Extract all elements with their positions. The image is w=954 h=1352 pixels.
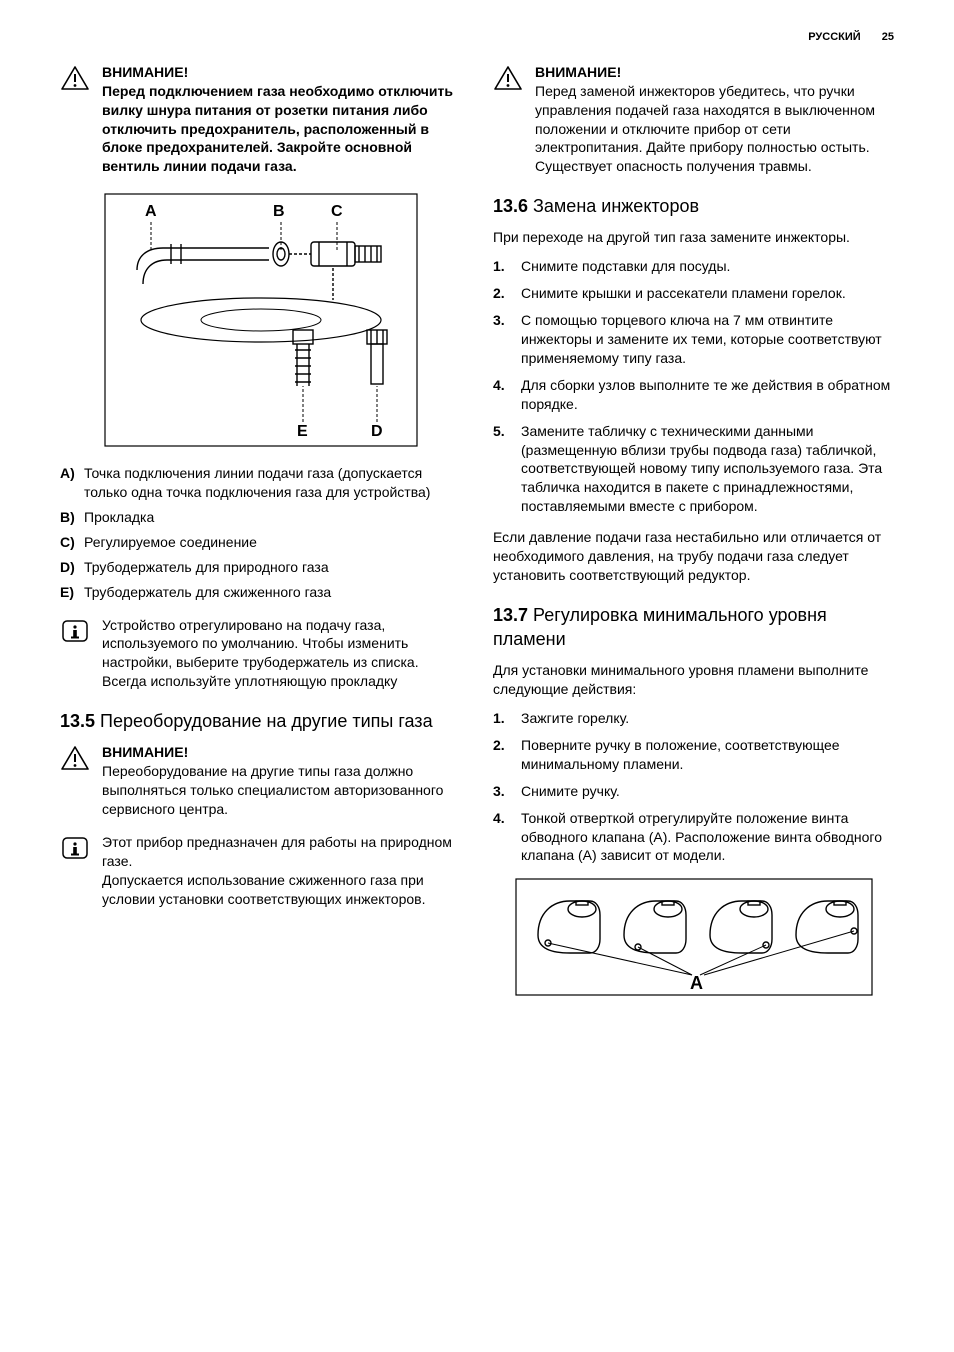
step-item: 3.С помощью торцевого ключа на 7 мм отви… [493,311,894,368]
diagram-label-C: C [331,203,343,220]
step-number: 4. [493,376,521,414]
legend-item: B)Прокладка [60,508,461,527]
legend-item: A)Точка подключения линии подачи газа (д… [60,464,461,502]
step-number: 3. [493,311,521,368]
warning-text: Перед заменой инжекторов убедитесь, что … [535,82,894,176]
paragraph: Если давление подачи газа нестабильно ил… [493,528,894,585]
warning-body: ВНИМАНИЕ! Перед подключением газа необхо… [102,63,461,176]
section-number: 13.5 [60,711,95,731]
step-item: 2.Поверните ручку в положение, соответст… [493,736,894,774]
warning-triangle-icon [60,65,90,96]
legend-label: C) [60,533,84,552]
step-text: Зажгите горелку. [521,709,629,728]
warning-triangle-icon [60,745,90,776]
step-number: 2. [493,284,521,303]
info-text: Этот прибор предназначен для работы на п… [102,833,461,909]
bypass-label-A: A [690,973,703,993]
step-text: Снимите ручку. [521,782,620,801]
step-item: 1.Снимите подставки для посуды. [493,257,894,276]
step-item: 4.Для сборки узлов выполните те же дейст… [493,376,894,414]
section-number: 13.6 [493,196,528,216]
warning-title: ВНИМАНИЕ! [535,63,894,82]
two-column-layout: ВНИМАНИЕ! Перед подключением газа необхо… [60,63,894,998]
step-item: 4.Тонкой отверткой отрегулируйте положен… [493,809,894,866]
step-text: Тонкой отверткой отрегулируйте положение… [521,809,894,866]
left-column: ВНИМАНИЕ! Перед подключением газа необхо… [60,63,461,998]
steps-13-6: 1.Снимите подставки для посуды. 2.Снимит… [493,257,894,516]
step-text: Для сборки узлов выполните те же действи… [521,376,894,414]
legend-label: E) [60,583,84,602]
warning-conversion-specialist: ВНИМАНИЕ! Переоборудование на другие тип… [60,743,461,819]
warning-text: Перед подключением газа необходимо отклю… [102,82,461,176]
step-number: 2. [493,736,521,774]
step-text: Замените табличку с техническими данными… [521,422,894,516]
step-text: Снимите крышки и рассекатели пламени гор… [521,284,846,303]
step-item: 1.Зажгите горелку. [493,709,894,728]
right-column: ВНИМАНИЕ! Перед заменой инжекторов убеди… [493,63,894,998]
legend-item: D)Трубодержатель для природного газа [60,558,461,577]
section-13-7-heading: 13.7 Регулировка минимального уровня пла… [493,603,894,652]
diagram-label-D: D [371,423,383,440]
warning-disconnect-power: ВНИМАНИЕ! Перед подключением газа необхо… [60,63,461,176]
legend-label: B) [60,508,84,527]
warning-title: ВНИМАНИЕ! [102,743,461,762]
warning-body: ВНИМАНИЕ! Перед заменой инжекторов убеди… [535,63,894,176]
section-title: Переоборудование на другие типы газа [95,711,433,731]
legend-text: Прокладка [84,508,154,527]
step-item: 5.Замените табличку с техническими данны… [493,422,894,516]
step-number: 4. [493,809,521,866]
legend-text: Трубодержатель для сжиженного газа [84,583,331,602]
info-natural-gas: Этот прибор предназначен для работы на п… [60,833,461,909]
diagram-legend: A)Точка подключения линии подачи газа (д… [60,464,461,601]
gas-connection-diagram: A B C D E [60,190,461,450]
warning-text: Переоборудование на другие типы газа дол… [102,762,461,819]
section-title: Замена инжекторов [528,196,699,216]
legend-text: Регулируемое соединение [84,533,257,552]
legend-text: Точка подключения линии подачи газа (доп… [84,464,461,502]
header-lang: РУССКИЙ [808,31,860,43]
warning-triangle-icon [493,65,523,96]
section-number: 13.7 [493,605,528,625]
header-page-number: 25 [882,31,894,43]
step-number: 3. [493,782,521,801]
info-default-gas: Устройство отрегулировано на подачу газа… [60,616,461,692]
step-number: 1. [493,709,521,728]
legend-item: C)Регулируемое соединение [60,533,461,552]
warning-injector-replace: ВНИМАНИЕ! Перед заменой инжекторов убеди… [493,63,894,176]
diagram-label-E: E [297,423,308,440]
legend-item: E)Трубодержатель для сжиженного газа [60,583,461,602]
page-header: РУССКИЙ 25 [60,30,894,45]
step-text: Снимите подставки для посуды. [521,257,730,276]
info-text: Устройство отрегулировано на подачу газа… [102,616,461,692]
step-item: 2.Снимите крышки и рассекатели пламени г… [493,284,894,303]
section-title: Регулировка минимального уровня пламени [493,605,827,649]
step-text: Поверните ручку в положение, соответству… [521,736,894,774]
diagram-label-A: A [145,203,157,220]
step-number: 1. [493,257,521,276]
info-icon [60,835,90,866]
bypass-screw-diagram: A [493,877,894,997]
steps-13-7: 1.Зажгите горелку. 2.Поверните ручку в п… [493,709,894,865]
step-text: С помощью торцевого ключа на 7 мм отвинт… [521,311,894,368]
legend-label: A) [60,464,84,502]
section-13-5-heading: 13.5 Переоборудование на другие типы газ… [60,709,461,733]
info-icon [60,618,90,649]
warning-body: ВНИМАНИЕ! Переоборудование на другие тип… [102,743,461,819]
paragraph: Для установки минимального уровня пламен… [493,661,894,699]
diagram-label-B: B [273,203,285,220]
section-13-6-heading: 13.6 Замена инжекторов [493,194,894,218]
step-number: 5. [493,422,521,516]
step-item: 3.Снимите ручку. [493,782,894,801]
legend-text: Трубодержатель для природного газа [84,558,329,577]
legend-label: D) [60,558,84,577]
paragraph: При переходе на другой тип газа замените… [493,228,894,247]
warning-title: ВНИМАНИЕ! [102,63,461,82]
